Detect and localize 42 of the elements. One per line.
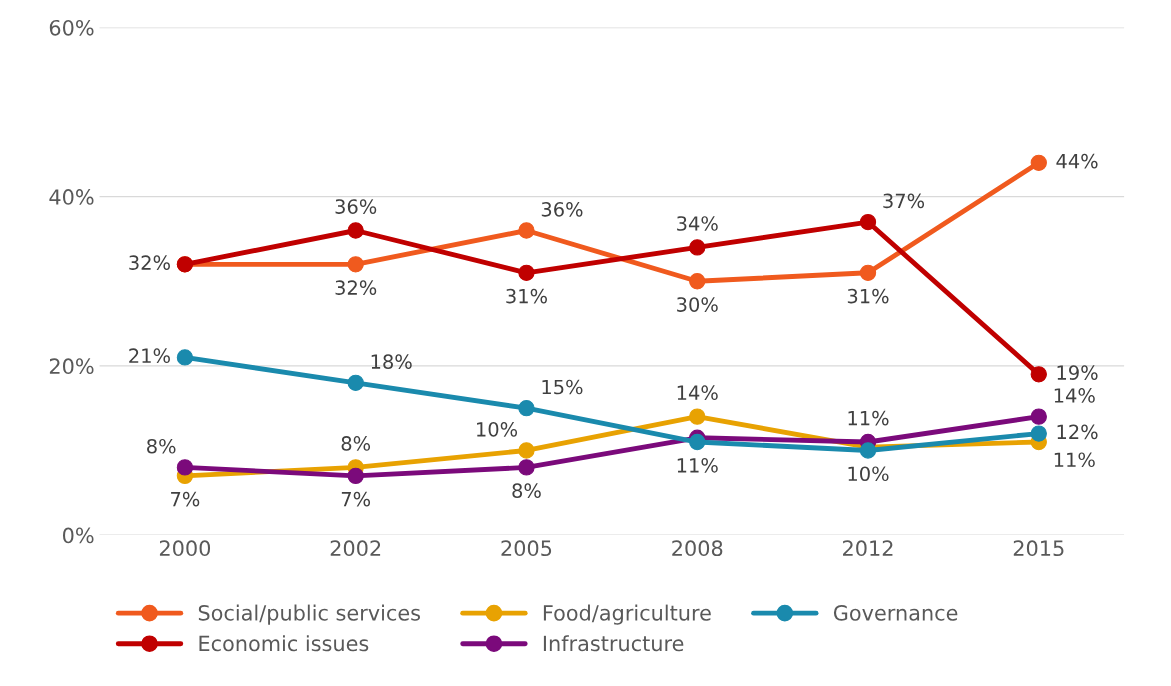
data-label: 19% (1057, 365, 1098, 380)
data-label: 7% (171, 491, 200, 507)
data-label: 14% (1054, 388, 1095, 403)
legend-label: Economic issues (199, 635, 369, 652)
y-tick-label: 40% (49, 189, 94, 205)
y-tick-label: 0% (63, 527, 94, 544)
data-label: 7% (341, 491, 371, 507)
data-label: 8% (341, 436, 371, 451)
data-label: 32% (129, 255, 170, 270)
legend-label: Infrastructure (543, 635, 684, 652)
legend-label: Food/agriculture (543, 604, 711, 625)
data-label: 30% (677, 297, 718, 312)
x-tick-label: 2008 (672, 540, 723, 557)
data-label: 10% (848, 466, 889, 482)
y-tick-label: 20% (49, 358, 94, 375)
x-tick-label: 2005 (501, 540, 552, 557)
x-tick-label: 2015 (1013, 540, 1064, 557)
data-label: 36% (541, 201, 583, 217)
data-label: 11% (1054, 452, 1095, 468)
data-label: 18% (371, 354, 412, 369)
data-label: 31% (847, 288, 889, 304)
legend-label: Governance (833, 604, 958, 621)
data-label: 14% (677, 385, 718, 401)
data-label: 37% (883, 193, 925, 209)
data-label: 21% (129, 348, 170, 364)
x-tick-label: 2012 (843, 540, 893, 557)
x-tick-label: 2000 (159, 540, 211, 557)
data-label: 12% (1057, 424, 1098, 440)
data-label: 10% (477, 421, 518, 437)
data-label: 44% (1056, 153, 1098, 169)
data-label: 15% (542, 379, 583, 395)
data-label: 8% (512, 483, 541, 499)
data-label: 11% (848, 410, 889, 426)
data-label: 34% (677, 216, 718, 231)
data-label: 36% (335, 199, 377, 214)
data-label: 11% (677, 457, 718, 473)
y-tick-label: 60% (49, 19, 94, 36)
data-label: 32% (335, 280, 377, 295)
legend-label: Social/public services (198, 604, 421, 625)
x-tick-label: 2002 (330, 540, 381, 557)
data-label: 31% (506, 288, 547, 304)
data-label: 8% (147, 438, 176, 454)
